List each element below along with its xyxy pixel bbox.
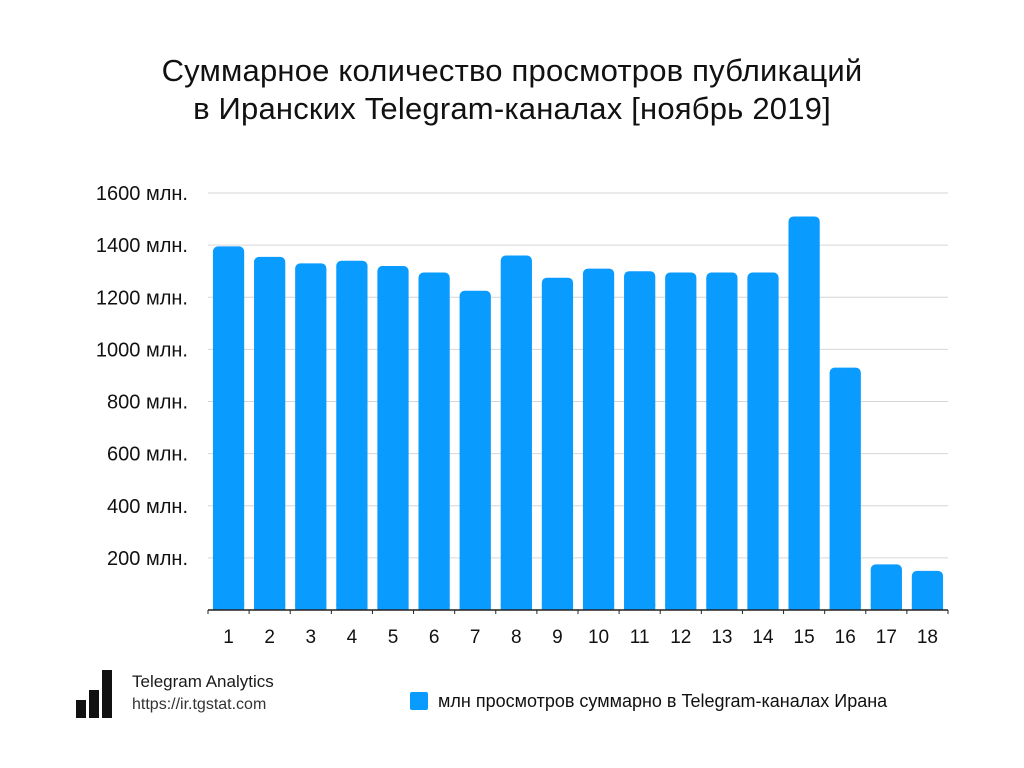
y-tick-label: 200 млн. xyxy=(107,548,188,570)
chart-title-line-1: Суммарное количество просмотров публикац… xyxy=(161,53,863,88)
bar xyxy=(911,570,944,610)
x-tick-label: 7 xyxy=(470,627,481,648)
bar xyxy=(788,216,820,611)
bar-base xyxy=(747,604,779,610)
bar xyxy=(747,272,779,610)
bar-chart-logo-icon xyxy=(76,670,124,718)
bar-base xyxy=(911,604,944,610)
bar-base xyxy=(829,604,861,610)
bar xyxy=(870,564,902,610)
bar xyxy=(665,272,697,610)
x-tick-label: 3 xyxy=(305,627,316,648)
telegram-analytics-logo: Telegram Analytics https://ir.tgstat.com xyxy=(76,670,306,720)
x-tick-label: 13 xyxy=(711,627,732,648)
y-tick-label: 1000 млн. xyxy=(96,339,188,361)
x-tick-label: 2 xyxy=(264,627,275,648)
x-tick-label: 16 xyxy=(835,627,856,648)
bar xyxy=(624,271,656,610)
bar xyxy=(541,277,574,610)
chart-title-line-2: в Иранских Telegram-каналах [ноябрь 2019… xyxy=(193,91,831,126)
x-tick-label: 8 xyxy=(511,627,522,648)
bar xyxy=(377,265,409,610)
x-tick-label: 11 xyxy=(630,627,650,648)
x-tick-label: 17 xyxy=(876,627,897,648)
x-tick-label: 5 xyxy=(388,627,399,648)
y-tick-label: 1600 млн. xyxy=(96,183,188,205)
x-tick-label: 9 xyxy=(552,627,563,648)
x-tick-label: 18 xyxy=(917,627,938,648)
bar-base xyxy=(295,604,327,610)
logo-name: Telegram Analytics xyxy=(132,672,274,691)
y-tick-label: 1200 млн. xyxy=(96,287,188,309)
bar xyxy=(254,256,286,610)
y-tick-label: 1400 млн. xyxy=(96,235,188,257)
bar-base xyxy=(706,604,738,610)
bar-base xyxy=(582,604,615,610)
x-tick-label: 4 xyxy=(347,627,358,648)
bar xyxy=(500,255,532,611)
y-tick-label: 800 млн. xyxy=(107,392,188,414)
bar xyxy=(829,367,861,610)
bar-base xyxy=(459,604,491,610)
bar-base xyxy=(377,604,409,610)
x-tick-label: 12 xyxy=(670,627,691,648)
bar-base xyxy=(418,604,450,610)
bar-base xyxy=(336,604,368,610)
y-tick-label: 400 млн. xyxy=(107,496,188,518)
logo-url: https://ir.tgstat.com xyxy=(132,696,267,713)
x-tick-label: 1 xyxy=(223,627,234,648)
bar xyxy=(706,272,738,610)
legend-swatch xyxy=(410,692,428,710)
bar xyxy=(459,290,491,610)
bar xyxy=(212,246,245,610)
bar-base xyxy=(541,604,574,610)
bar-base xyxy=(254,604,286,610)
bar-base xyxy=(212,604,245,610)
bar-base xyxy=(870,604,902,610)
bar-base xyxy=(665,604,697,610)
x-tick-label: 15 xyxy=(794,627,815,648)
bar-base xyxy=(788,604,820,610)
x-tick-label: 6 xyxy=(429,627,440,648)
y-tick-label: 600 млн. xyxy=(107,444,188,466)
bar xyxy=(418,272,450,610)
bar xyxy=(295,263,327,610)
chart-title: Суммарное количество просмотров публикац… xyxy=(0,52,1024,128)
legend-label: млн просмотров суммарно в Telegram-канал… xyxy=(438,691,888,711)
bar xyxy=(582,268,615,610)
bar-base xyxy=(624,604,656,610)
x-tick-label: 10 xyxy=(588,627,609,648)
bar-base xyxy=(500,604,532,610)
x-tick-label: 14 xyxy=(752,627,774,648)
bar xyxy=(336,260,368,610)
